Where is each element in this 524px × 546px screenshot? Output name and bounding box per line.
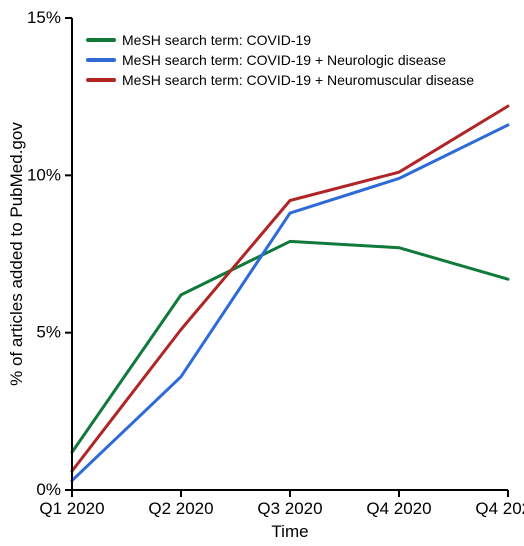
chart-svg: 0% 5% 10% 15% Q1 2020 Q2 2020 Q3 2020 Q4 2020 Q4… <box>0 0 524 546</box>
svg-text:15%: 15% <box>27 8 61 27</box>
svg-text:% of articles added to PubMed: % of articles added to PubMed.gov <box>7 122 26 386</box>
svg-text:0%: 0% <box>36 480 61 499</box>
svg-text:MeSH search term: COVID-19 + N: MeSH search term: COVID-19 + Neuromuscul… <box>122 72 474 88</box>
svg-text:Q4 2020: Q4 2020 <box>366 499 431 518</box>
svg-text:5%: 5% <box>36 323 61 342</box>
svg-text:Q1 2020: Q1 2020 <box>39 499 104 518</box>
svg-text:MeSH search term: COVID-19 + N: MeSH search term: COVID-19 + Neurologic … <box>122 52 446 68</box>
svg-text:Q3 2020: Q3 2020 <box>257 499 322 518</box>
svg-text:Time: Time <box>271 522 308 541</box>
svg-text:10%: 10% <box>27 165 61 184</box>
line-chart: 0% 5% 10% 15% Q1 2020 Q2 2020 Q3 2020 Q4 2020 Q4… <box>0 0 524 546</box>
svg-text:Q2 2020: Q2 2020 <box>148 499 213 518</box>
svg-text:Q4 2021: Q4 2021 <box>475 499 524 518</box>
svg-text:MeSH search term: COVID-19: MeSH search term: COVID-19 <box>122 32 311 48</box>
